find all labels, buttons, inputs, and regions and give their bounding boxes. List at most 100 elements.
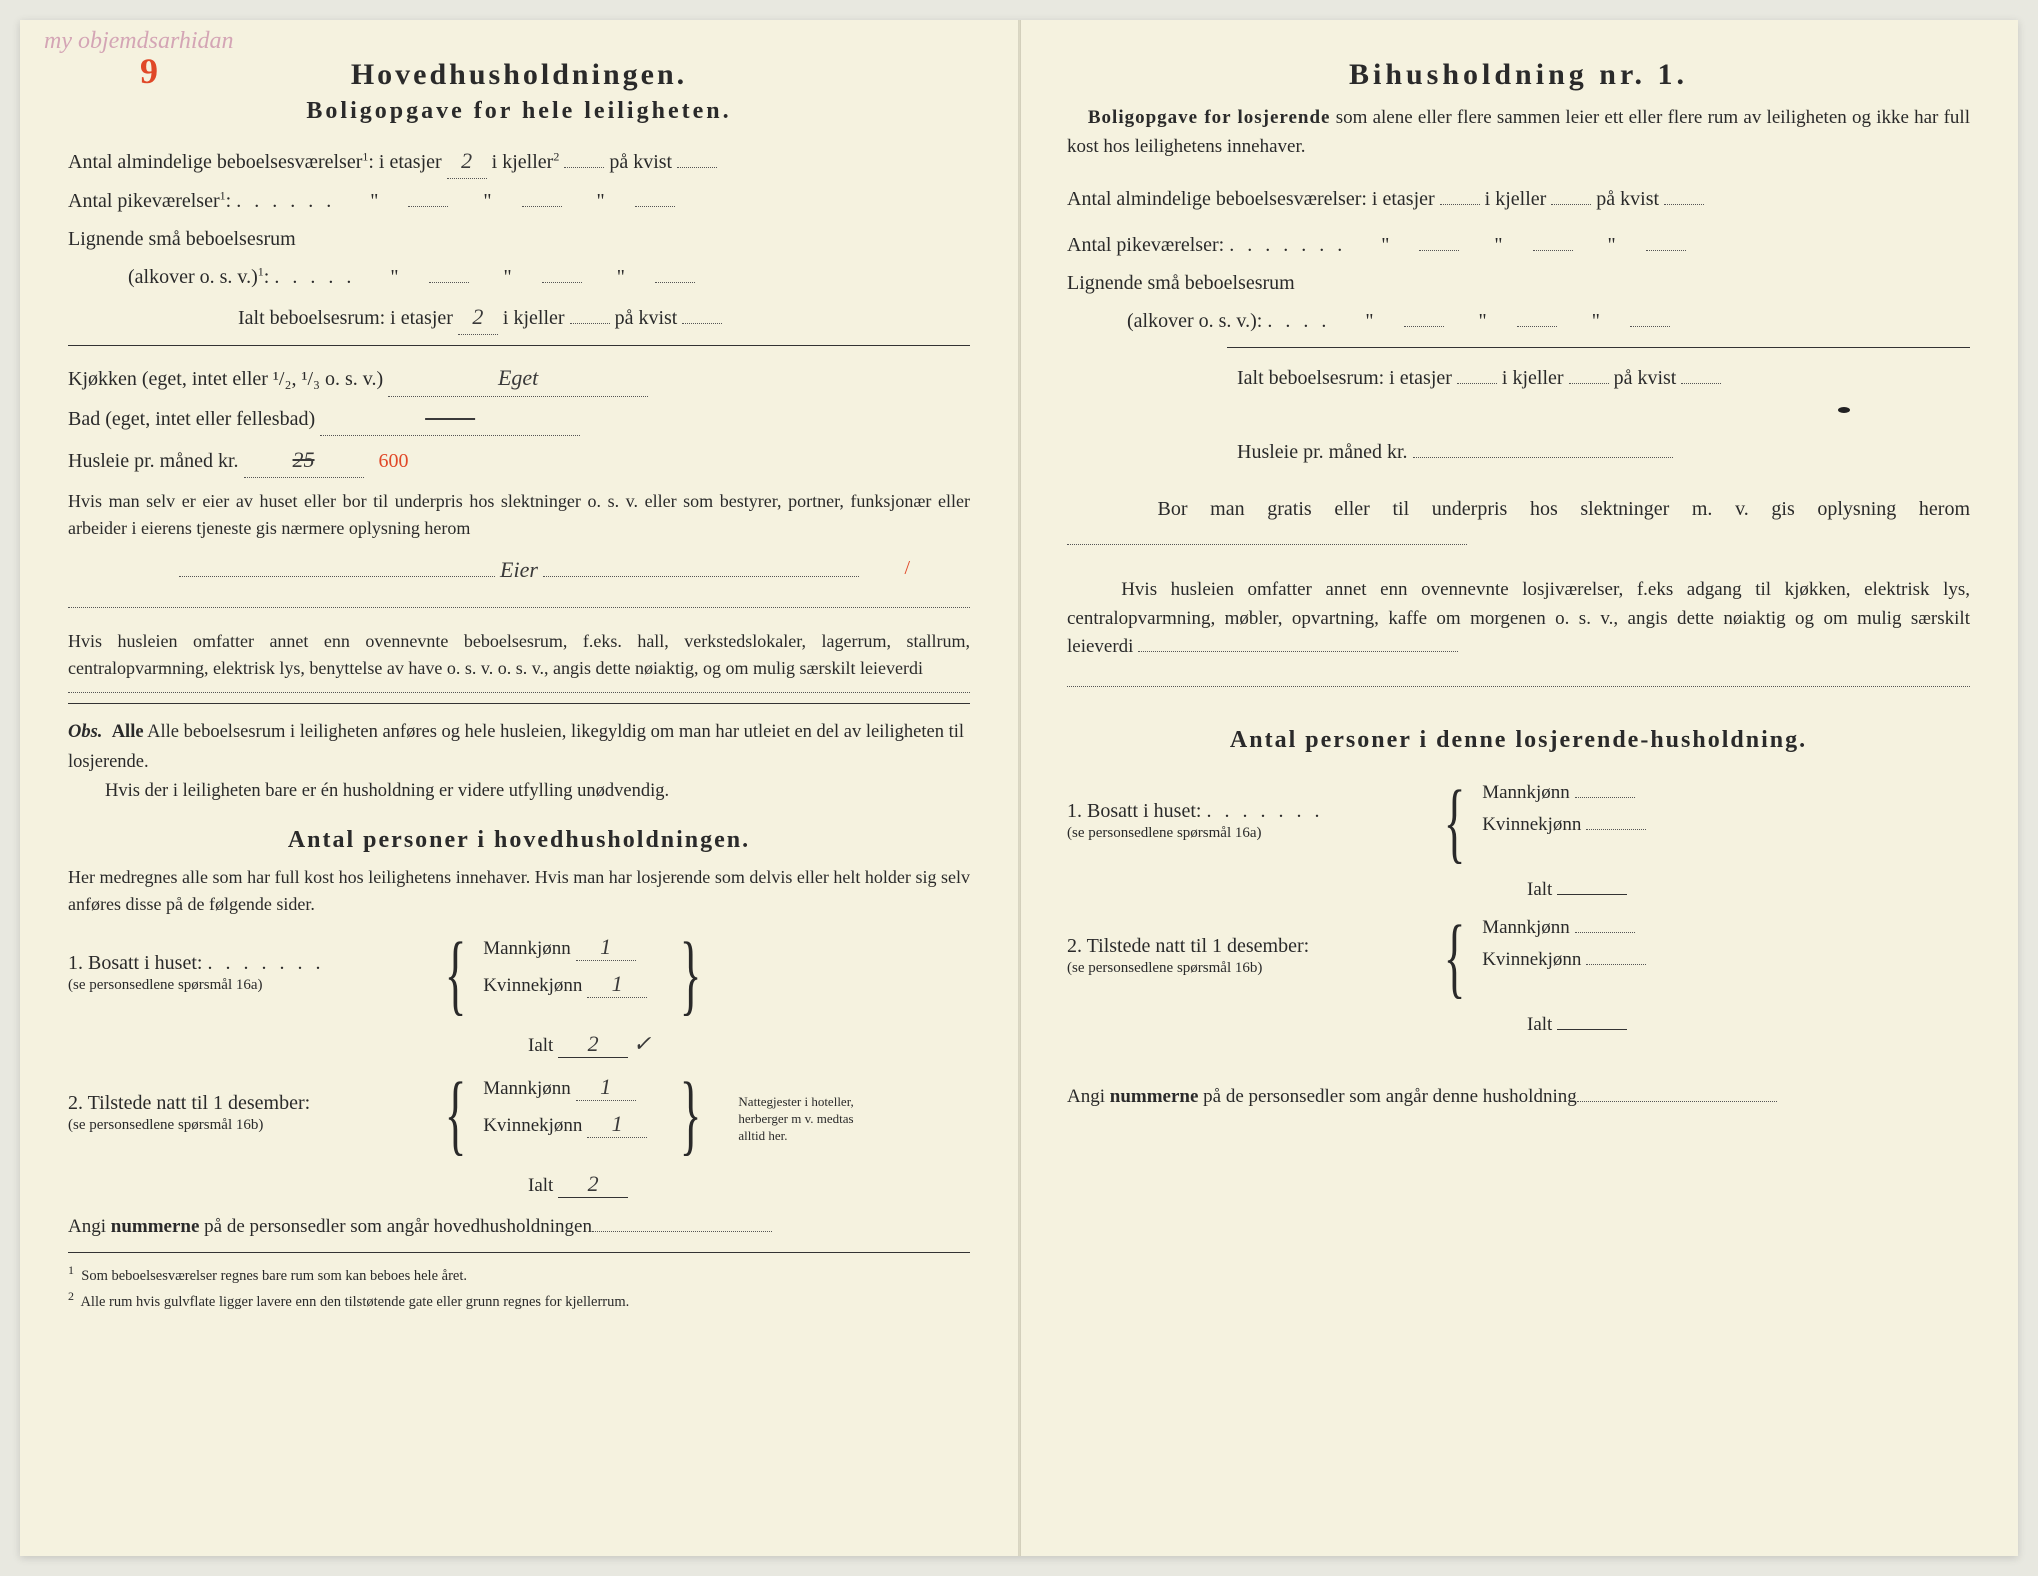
label: (alkover o. s. v.): bbox=[1127, 310, 1262, 332]
label: på kvist bbox=[615, 307, 678, 329]
line-kjokken: Kjøkken (eget, intet eller ¹/₂, ¹/₃ o. s… bbox=[68, 360, 970, 396]
line-ialt-rum: Ialt beboelsesrum: i etasjer 2 i kjeller… bbox=[68, 299, 970, 335]
line-pike: Antal pikeværelser1: . . . . . . " " " bbox=[68, 185, 970, 217]
bracket-icon: { bbox=[445, 934, 467, 1015]
field bbox=[522, 206, 562, 207]
label: Antal almindelige beboelsesværelser bbox=[68, 151, 362, 173]
field bbox=[1551, 204, 1591, 205]
field bbox=[429, 282, 469, 283]
sub-title-left: Boligopgave for hele leiligheten. bbox=[68, 98, 970, 125]
label: Kvinnekjønn bbox=[483, 1115, 582, 1136]
field bbox=[682, 323, 722, 324]
side-note-natte: Nattegjester i hoteller, herberger m v. … bbox=[738, 1074, 878, 1145]
field-bad bbox=[320, 403, 580, 436]
left-page: my objemdsarhidan 9 Hovedhusholdningen. … bbox=[20, 20, 1019, 1556]
bracket-icon: { bbox=[445, 1074, 467, 1155]
line-bad: Bad (eget, intet eller fellesbad) bbox=[68, 403, 970, 436]
r-person-row-2: 2. Tilstede natt til 1 desember: (se per… bbox=[1067, 917, 1970, 998]
line-husleie: Husleie pr. måned kr. 25 600 bbox=[68, 442, 970, 478]
rule bbox=[68, 345, 970, 346]
field-etasjer: 2 bbox=[447, 143, 487, 179]
field bbox=[1533, 250, 1573, 251]
field-i1: 2 bbox=[558, 1031, 628, 1058]
r-husleie: Husleie pr. måned kr. bbox=[1067, 436, 1970, 468]
field-k2: 1 bbox=[587, 1111, 647, 1138]
r-person-row-1: 1. Bosatt i huset: . . . . . . . (se per… bbox=[1067, 782, 1970, 863]
main-title-left: Hovedhusholdningen. bbox=[68, 58, 970, 92]
bracket-icon: } bbox=[680, 934, 702, 1015]
field-eier: Eier bbox=[500, 557, 538, 582]
field bbox=[1457, 383, 1497, 384]
field-kjokken: Eget bbox=[388, 360, 648, 396]
label: Husleie pr. måned kr. bbox=[68, 450, 239, 472]
red-number: 9 bbox=[140, 50, 158, 92]
ink-mark bbox=[1838, 407, 1850, 413]
label: (alkover o. s. v.) bbox=[128, 266, 258, 288]
q1-label: 1. Bosatt i huset: . . . . . . . (se per… bbox=[68, 934, 428, 994]
field bbox=[1681, 383, 1721, 384]
r-line3a: Lignende små beboelsesrum bbox=[1067, 267, 1970, 299]
field bbox=[1575, 932, 1635, 933]
r-line2: Antal pikeværelser: . . . . . . . " " " bbox=[1067, 229, 1970, 261]
ialt-2: Ialt 2 bbox=[68, 1171, 970, 1198]
field bbox=[1413, 457, 1673, 458]
r-ialt-1: Ialt bbox=[1067, 879, 1970, 901]
field bbox=[1586, 964, 1646, 965]
label: på kvist bbox=[1614, 367, 1677, 389]
footnotes: 1 Som beboelsesværelser regnes bare rum … bbox=[68, 1252, 970, 1314]
label: Antal almindelige beboelsesværelser: i e… bbox=[1067, 188, 1435, 210]
label: Ialt beboelsesrum: i etasjer bbox=[238, 307, 453, 329]
field bbox=[1577, 1101, 1777, 1102]
field bbox=[1067, 544, 1467, 545]
field-m2: 1 bbox=[576, 1074, 636, 1101]
line-eier-fill: Eier / bbox=[68, 552, 970, 587]
field bbox=[542, 282, 582, 283]
note-eier: Hvis man selv er eier av huset eller bor… bbox=[68, 488, 970, 542]
label: Bad (eget, intet eller fellesbad) bbox=[68, 408, 315, 430]
obs-note: Obs. Alle Alle beboelsesrum i leilighete… bbox=[68, 718, 970, 807]
field bbox=[1404, 326, 1444, 327]
text: Hvis der i leiligheten bare er én hushol… bbox=[105, 781, 669, 801]
field bbox=[408, 206, 448, 207]
field-husleie-struck: 25 bbox=[244, 442, 364, 478]
footer-right: Angi nummerne på de personsedler som ang… bbox=[1067, 1086, 1970, 1108]
r-line1: Antal almindelige beboelsesværelser: i e… bbox=[1067, 183, 1970, 215]
label: Husleie pr. måned kr. bbox=[1237, 441, 1408, 463]
label: på kvist bbox=[1596, 188, 1659, 210]
field bbox=[655, 282, 695, 283]
field bbox=[1630, 326, 1670, 327]
field bbox=[1575, 797, 1635, 798]
section-persons-note: Her medregnes alle som har full kost hos… bbox=[68, 864, 970, 918]
line-beboelse: Antal almindelige beboelsesværelser1: i … bbox=[68, 143, 970, 179]
label: Kvinnekjønn bbox=[1482, 814, 1581, 835]
field bbox=[1586, 829, 1646, 830]
rq2-label: 2. Tilstede natt til 1 desember: (se per… bbox=[1067, 917, 1427, 977]
label: i kjeller bbox=[1502, 367, 1564, 389]
intro-right: Boligopgave for losjerende som alene ell… bbox=[1067, 104, 1970, 161]
field bbox=[1138, 651, 1458, 652]
field bbox=[1557, 1029, 1627, 1030]
line-alkover-a: Lignende små beboelsesrum bbox=[68, 223, 970, 255]
rule bbox=[68, 703, 970, 704]
label: Kvinnekjønn bbox=[483, 975, 582, 996]
bracket-icon: } bbox=[680, 1074, 702, 1155]
field bbox=[1440, 204, 1480, 205]
field-ialt-etasjer: 2 bbox=[458, 299, 498, 335]
bracket-icon: { bbox=[1444, 917, 1466, 998]
r-line3b: (alkover o. s. v.): . . . . " " " bbox=[1067, 305, 1970, 337]
field-m1: 1 bbox=[576, 934, 636, 961]
field-kvist bbox=[677, 167, 717, 168]
label: : i etasjer bbox=[368, 151, 441, 173]
gender-col: Mannkjønn 1 Kvinnekjønn 1 bbox=[483, 1074, 663, 1138]
label: Antal pikeværelser: bbox=[1067, 234, 1224, 256]
field bbox=[1664, 204, 1704, 205]
line-alkover-b: (alkover o. s. v.)1: . . . . . " " " bbox=[68, 261, 970, 293]
footer-left: Angi nummerne på de personsedler som ang… bbox=[68, 1216, 970, 1238]
field bbox=[1517, 326, 1557, 327]
field bbox=[1646, 250, 1686, 251]
ialt-1: Ialt 2 ✓ bbox=[68, 1031, 970, 1058]
gender-col: Mannkjønn 1 Kvinnekjønn 1 bbox=[483, 934, 663, 998]
person-row-2: 2. Tilstede natt til 1 desember: (se per… bbox=[68, 1074, 970, 1155]
label: Kvinnekjønn bbox=[1482, 949, 1581, 970]
label: Antal pikeværelser bbox=[68, 190, 220, 212]
